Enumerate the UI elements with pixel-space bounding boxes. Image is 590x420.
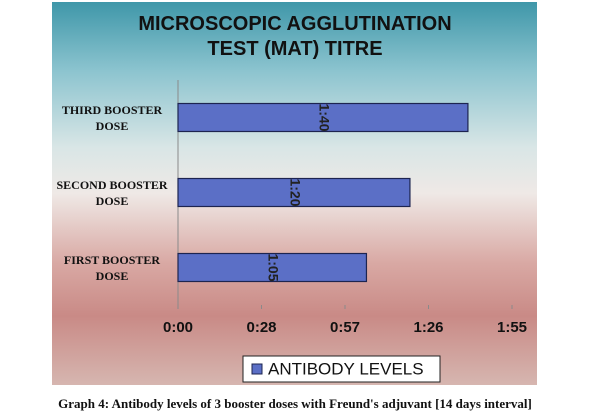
bar bbox=[177, 102, 469, 133]
legend-swatch bbox=[251, 363, 263, 375]
x-tick-label: 1:26 bbox=[413, 319, 443, 336]
x-tick-label: 0:00 bbox=[163, 319, 193, 336]
x-tick-label: 1:55 bbox=[497, 319, 527, 336]
data-label: 1:20 bbox=[287, 178, 303, 206]
y-tick-label: SECOND BOOSTER DOSE bbox=[56, 177, 168, 208]
legend-box bbox=[242, 355, 441, 383]
data-label: 1:05 bbox=[266, 253, 282, 281]
y-tick-label: FIRST BOOSTER DOSE bbox=[63, 252, 161, 283]
y-tick-label: THIRD BOOSTER DOSE bbox=[61, 102, 163, 133]
caption: Graph 4: Antibody levels of 3 booster do… bbox=[58, 396, 532, 411]
bar bbox=[177, 252, 368, 283]
legend-label: ANTIBODY LEVELS bbox=[268, 359, 424, 378]
x-tick-label: 0:57 bbox=[330, 319, 360, 336]
chart-title: MICROSCOPIC AGGLUTINATION TEST (MAT) TIT… bbox=[138, 13, 452, 60]
bar bbox=[177, 177, 411, 208]
x-tick-label: 0:28 bbox=[246, 319, 276, 336]
data-label: 1:40 bbox=[316, 103, 332, 131]
